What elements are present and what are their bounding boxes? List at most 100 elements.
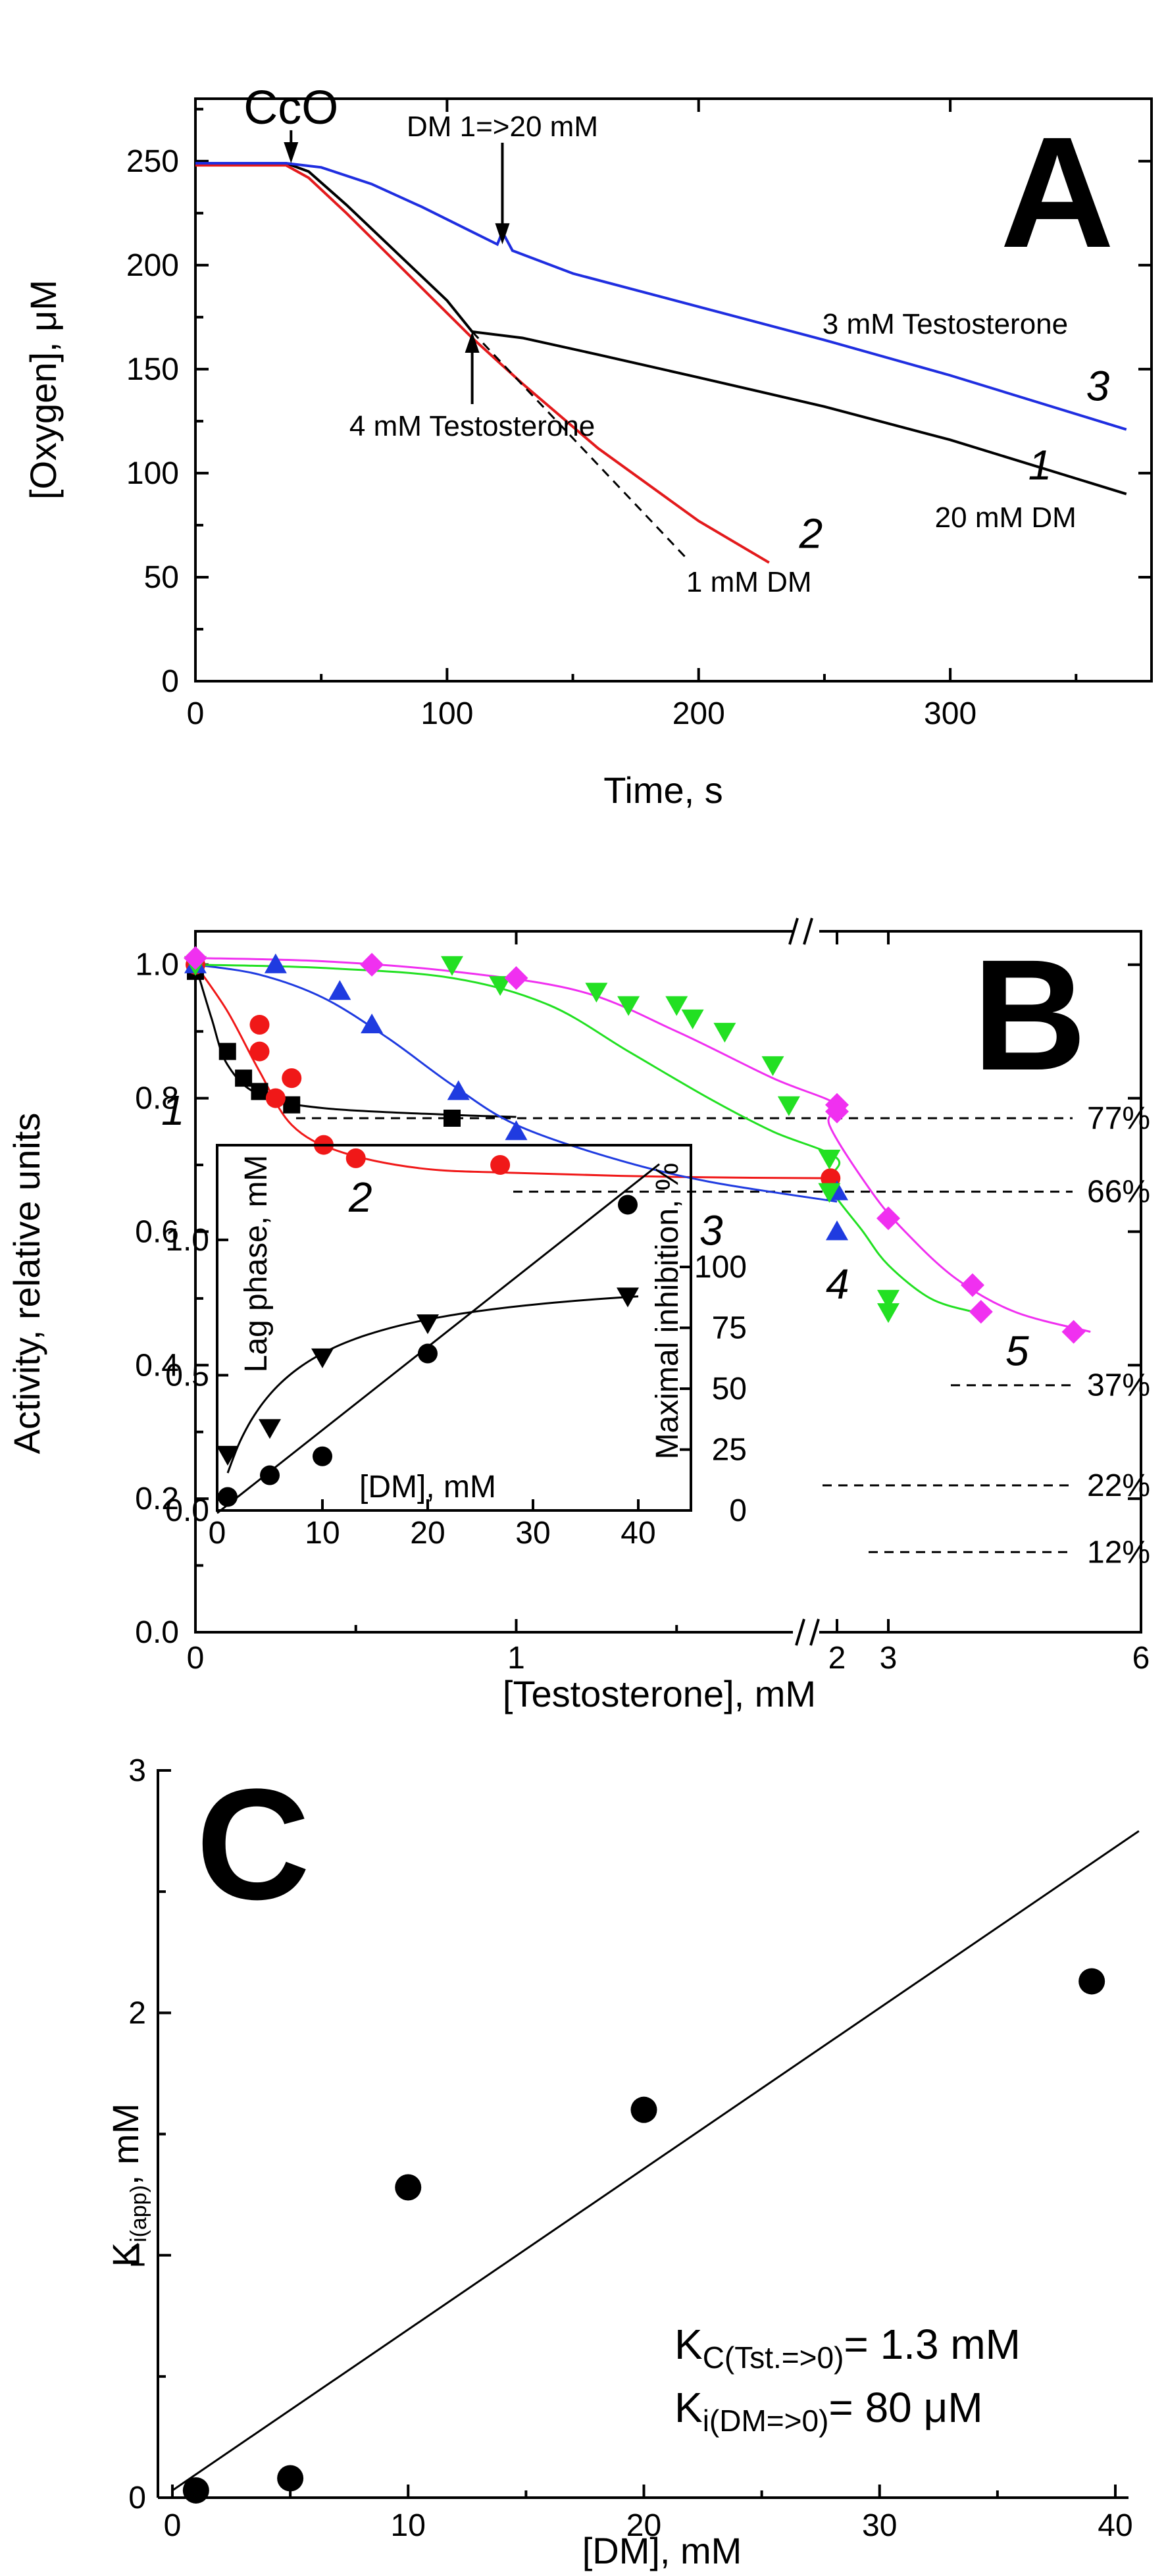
panel-a-y-label: [Oxygen], μM	[22, 280, 64, 500]
inset-x-tick-label: 20	[410, 1516, 445, 1551]
x-tick-label: 6	[1132, 1641, 1150, 1676]
panel-b-curve-labels: 1 2 3 4 5	[161, 1087, 1029, 1374]
inset-y-tick-label-left: 0.5	[165, 1358, 209, 1393]
inset-y-tick-label-left: 1.0	[165, 1223, 209, 1258]
panel-b-y-ticks: 0.00.20.40.60.81.0	[135, 948, 1141, 1650]
data-point-series-4	[617, 996, 640, 1016]
data-point-series-4	[585, 983, 608, 1003]
data-point-series-1	[235, 1069, 253, 1087]
data-point-series-2	[249, 1041, 270, 1062]
panel-a-x-label: Time, s	[603, 769, 722, 811]
data-point-series-5	[184, 946, 207, 970]
axis-break-marks	[788, 917, 820, 1646]
y-tick-label: 0.6	[135, 1214, 179, 1249]
panel-a-frame	[194, 97, 1153, 683]
x-tick-label: 100	[420, 696, 473, 731]
panel-a-x-ticks: 0 100 200 300	[187, 99, 1078, 731]
inset-lag-phase-point	[418, 1343, 438, 1364]
data-point-series-1	[444, 1110, 461, 1127]
inset-lag-phase-point	[313, 1446, 332, 1466]
axis-break-slash-bottom	[795, 1618, 805, 1646]
annotation-label: 1 mM DM	[686, 566, 812, 598]
data-point-series-5	[961, 1273, 984, 1297]
data-point	[395, 2174, 422, 2201]
annotation-arrow-head	[495, 223, 510, 245]
inset-x-tick-label: 0	[209, 1516, 226, 1551]
data-point-series-5	[504, 966, 528, 990]
data-point-series-1	[251, 1083, 268, 1100]
inset-y-label-right: Maximal inhibition, %	[650, 1163, 685, 1460]
x-tick-label: 20	[626, 2508, 661, 2543]
curve-number-label: 4	[826, 1260, 849, 1308]
inset-max-inhibition-point	[216, 1445, 239, 1466]
y-tick-label: 0	[161, 664, 179, 699]
equation-kc-main: K	[674, 2321, 703, 2368]
data-point-series-5	[1061, 1320, 1086, 1344]
y-tick-label: 100	[126, 456, 179, 491]
x-tick-label: 2	[828, 1641, 846, 1676]
fit-curve-3	[195, 964, 838, 1203]
trace-1	[195, 161, 1127, 496]
x-tick-label: 0	[187, 1641, 205, 1676]
data-point-series-4	[877, 1303, 900, 1324]
annotation-arrow-head	[465, 332, 480, 353]
annotation-label: 4 mM Testosterone	[349, 410, 595, 442]
equation-ki-value: = 80 μM	[828, 2384, 982, 2431]
panel-b-x-label: [Testosterone], mM	[503, 1673, 816, 1714]
equation-kc-value: = 1.3 mM	[844, 2321, 1021, 2368]
curve-number-label: 3	[1086, 362, 1110, 409]
data-point-series-5	[969, 1300, 993, 1324]
x-tick-label: 30	[862, 2508, 897, 2543]
panel-c-y-label: Ki(app), mM	[105, 2103, 151, 2267]
x-tick-label: 0	[187, 696, 205, 731]
panel-c-y-label-sub: i(app)	[126, 2185, 151, 2242]
reference-percent-label: 66%	[1087, 1175, 1150, 1210]
panel-b-frame	[194, 930, 1142, 1634]
inset-lag-phase-point	[260, 1465, 280, 1485]
data-point	[630, 2096, 657, 2123]
panel-c-y-label-main: K	[105, 2242, 146, 2267]
inset-x-tick-label: 30	[515, 1516, 550, 1551]
y-tick-label: 0.8	[135, 1081, 179, 1116]
y-tick-label: 0.0	[135, 1615, 179, 1650]
data-point-series-5	[876, 1206, 900, 1231]
data-point-series-4	[818, 1149, 841, 1170]
y-tick-label: 1.0	[135, 948, 179, 983]
inset-max-inhibition-point	[617, 1287, 639, 1308]
inset-y-tick-label-left: 0.0	[165, 1493, 209, 1528]
inset-y-tick-label-right: 75	[712, 1311, 747, 1346]
y-tick-label: 150	[126, 352, 179, 387]
curve-number-label: 3	[699, 1207, 723, 1254]
data-point-series-4	[761, 1056, 784, 1076]
equation-ki-sub: i(DM=>0)	[703, 2404, 829, 2438]
fit-line	[172, 1830, 1140, 2492]
panel-b-y-label: Activity, relative units	[6, 1113, 47, 1455]
data-point-series-5	[360, 952, 384, 977]
data-point-series-2	[282, 1068, 302, 1089]
data-point	[277, 2465, 304, 2492]
annotation-arrow-head	[284, 142, 299, 163]
inset-data	[216, 1163, 660, 1514]
data-point-series-4	[777, 1096, 800, 1116]
y-tick-label: 0.4	[135, 1348, 179, 1383]
y-tick-label: 1	[128, 2238, 146, 2273]
reference-percent-label: 12%	[1087, 1535, 1150, 1570]
reference-percent-label: 22%	[1087, 1468, 1150, 1503]
data-point-series-2	[490, 1155, 511, 1175]
data-point-series-4	[877, 1289, 900, 1310]
fit-curve-2	[194, 964, 838, 1179]
equation-ki: Ki(DM=>0)= 80 μM	[674, 2384, 983, 2438]
data-point-series-3	[826, 1220, 848, 1241]
panel-b-letter: B	[973, 927, 1086, 1103]
equation-kc: KC(Tst.=>0)= 1.3 mM	[674, 2321, 1021, 2375]
fit-curve-5	[195, 957, 1091, 1333]
trace-3	[195, 161, 1127, 431]
panel-b-data-points	[184, 946, 1086, 1344]
inset-y-label-left: Lag phase, mM	[239, 1155, 274, 1373]
data-point-series-5	[825, 1099, 849, 1123]
inset-x-tick-label: 40	[621, 1516, 655, 1551]
data-point-series-4	[818, 1183, 841, 1203]
x-tick-label: 300	[924, 696, 976, 731]
